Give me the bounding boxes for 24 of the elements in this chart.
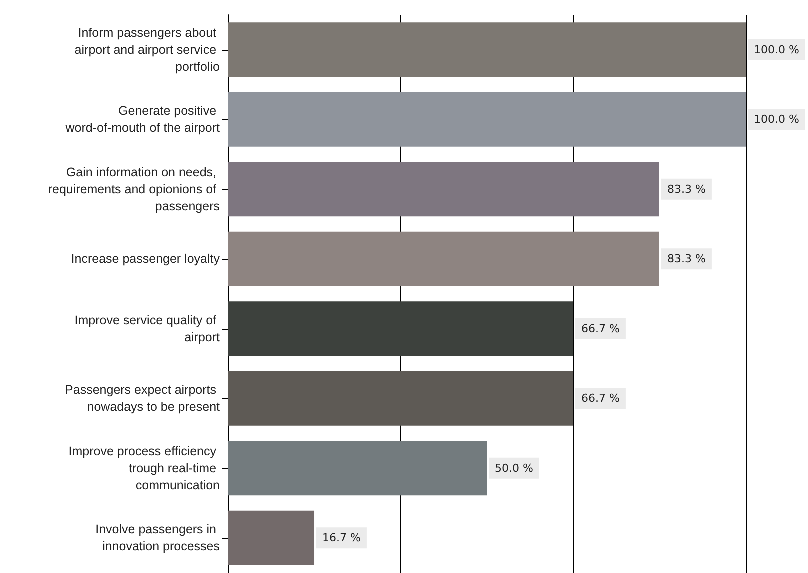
y-tick-label: Improve service quality of airport bbox=[74, 313, 221, 344]
y-tick-label: Generate positive word-of-mouth of the airport bbox=[64, 104, 221, 136]
bar bbox=[228, 371, 574, 426]
data-label: 83.3 % bbox=[667, 252, 706, 266]
bar bbox=[228, 441, 487, 496]
data-label: 66.7 % bbox=[582, 322, 620, 336]
y-tick-label: Involve passengers in innovation processes bbox=[96, 522, 220, 554]
bar bbox=[228, 232, 660, 286]
data-label: 66.7 % bbox=[582, 392, 620, 406]
data-label: 100.0 % bbox=[754, 113, 800, 126]
data-label: 50.0 % bbox=[495, 462, 534, 475]
y-tick-label: Increase passenger loyalty bbox=[71, 252, 221, 266]
bar bbox=[228, 92, 746, 147]
data-label: 16.7 % bbox=[322, 532, 361, 545]
y-tick-label: Gain information on needs, requirements and opionions of passengers bbox=[48, 165, 220, 214]
bar bbox=[228, 302, 574, 356]
y-tick-label: Inform passengers about airport and airport service portfolio bbox=[74, 26, 220, 74]
data-label: 100.0 % bbox=[754, 43, 800, 56]
bar bbox=[228, 162, 660, 217]
bar bbox=[228, 510, 315, 566]
y-tick-label: Passengers expect airports nowadays to be present bbox=[65, 383, 221, 414]
bar bbox=[228, 22, 746, 78]
data-label: 83.3 % bbox=[667, 182, 706, 196]
y-tick-label: Improve process efficiency trough real-time communication bbox=[68, 444, 220, 492]
